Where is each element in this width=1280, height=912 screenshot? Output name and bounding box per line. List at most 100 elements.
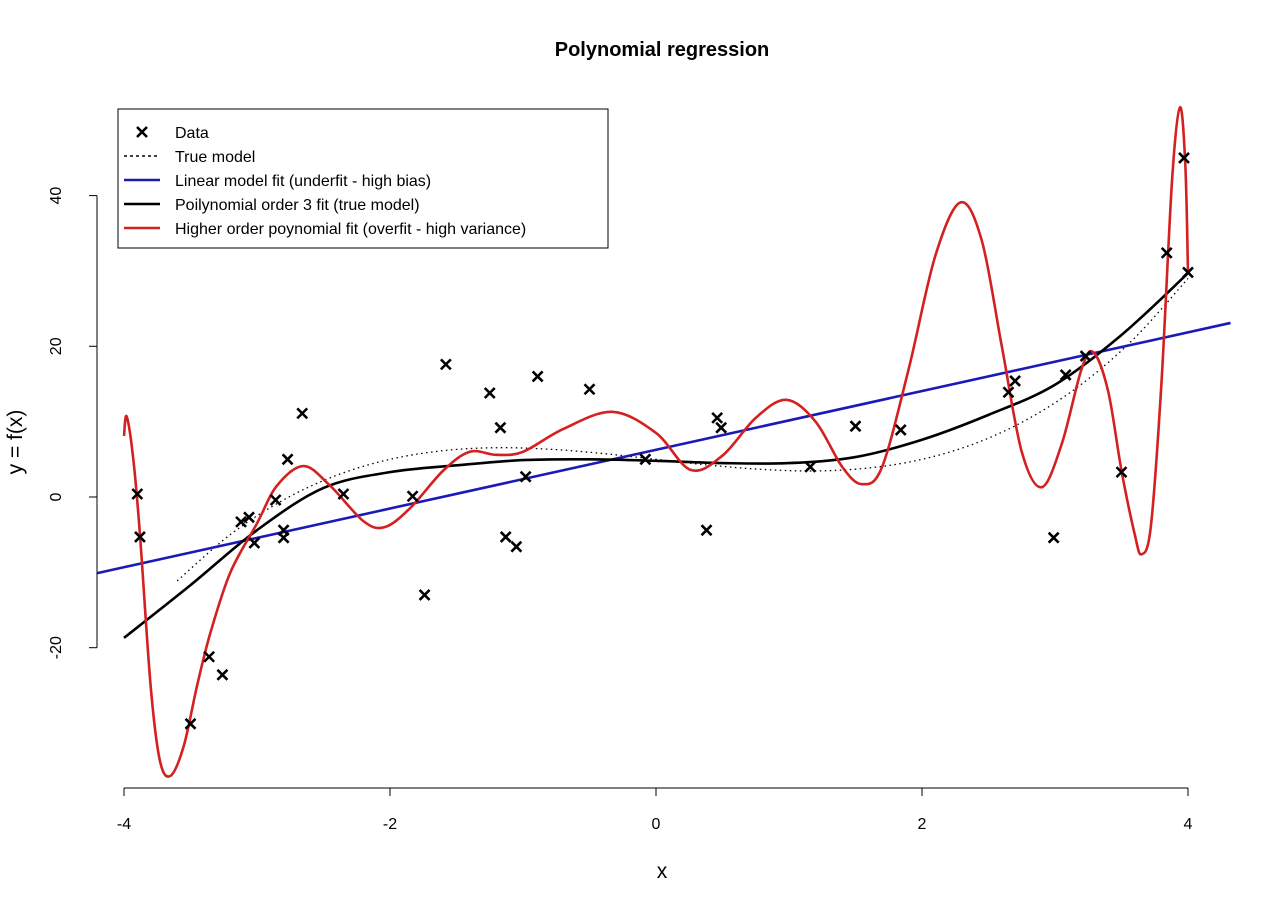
data-point (1160, 246, 1173, 259)
data-point (131, 488, 144, 500)
y-tick-label: 20 (48, 337, 65, 355)
data-point (711, 411, 724, 424)
data-point (510, 540, 523, 553)
true-model-line (176, 278, 1189, 582)
cross-marker (281, 453, 294, 466)
data-point (248, 537, 261, 549)
data-point (269, 494, 282, 506)
data-point (700, 524, 713, 537)
cross-marker (269, 494, 282, 506)
y-tick-label: -20 (48, 636, 65, 659)
data-point (337, 488, 350, 500)
cross-marker (1047, 531, 1060, 544)
cross-marker (1079, 350, 1092, 363)
cross-marker (216, 668, 229, 681)
data-point (243, 511, 255, 524)
data-point (406, 490, 419, 503)
data-point (418, 589, 431, 601)
cross-marker (131, 488, 144, 500)
cross-marker (296, 407, 309, 420)
cross-marker (1059, 369, 1072, 381)
cross-marker (700, 524, 713, 537)
x-tick-label: 2 (918, 816, 927, 833)
data-point (184, 717, 197, 730)
cross-marker (337, 488, 350, 500)
cross-marker (418, 589, 431, 601)
data-point (849, 420, 862, 433)
data-points (131, 152, 1194, 730)
data-point (277, 531, 290, 544)
cross-marker (849, 420, 862, 433)
x-tick-label: -2 (383, 816, 397, 833)
data-point (1009, 375, 1022, 387)
cross-marker (639, 453, 652, 466)
legend-item: True model (124, 149, 255, 166)
data-point (296, 407, 309, 420)
data-point (134, 531, 146, 543)
cubic-fit-line (123, 272, 1189, 639)
cross-marker (715, 421, 728, 434)
cross-marker (406, 490, 419, 503)
y-tick-label: 40 (48, 187, 65, 205)
cross-marker (235, 515, 247, 528)
cross-marker (203, 650, 216, 663)
cross-marker (583, 383, 596, 396)
legend-label: True model (175, 149, 255, 166)
data-point (499, 531, 512, 543)
data-point (494, 421, 507, 434)
cross-marker (499, 531, 512, 543)
legend-box (117, 108, 609, 249)
cross-marker (510, 540, 523, 553)
data-point (519, 470, 532, 483)
cross-marker (439, 358, 452, 371)
cross-marker (1178, 152, 1190, 164)
data-point (439, 358, 452, 371)
data-point (203, 650, 216, 663)
y-axis-label: y = f(x) (4, 410, 27, 475)
cross-marker (248, 537, 261, 549)
data-point (483, 387, 496, 399)
data-point (583, 383, 596, 396)
data-point (894, 424, 907, 436)
data-point (1059, 369, 1072, 381)
legend-cross-icon (136, 126, 148, 138)
data-point (1115, 466, 1128, 479)
cross-marker (894, 424, 907, 436)
data-point (1178, 152, 1190, 164)
cross-marker (1160, 246, 1173, 259)
legend-label: Higher order poynomial fit (overfit - hi… (175, 221, 526, 238)
cross-marker (1002, 386, 1015, 399)
legend-label: Linear model fit (underfit - high bias) (175, 173, 431, 190)
data-point (216, 668, 229, 681)
data-point (1047, 531, 1060, 544)
cross-marker (711, 411, 724, 424)
cross-marker (184, 717, 197, 730)
data-point (639, 453, 652, 466)
x-tick-label: -4 (117, 816, 131, 833)
data-point (281, 453, 294, 466)
cross-marker (494, 421, 507, 434)
x-axis-label: x (657, 860, 668, 883)
legend-item: Poilynomial order 3 fit (true model) (124, 197, 420, 214)
cross-marker (483, 387, 496, 399)
data-point (1002, 386, 1015, 399)
cross-marker (531, 370, 544, 383)
data-point (804, 460, 817, 473)
legend: Data True model Linear model fit (underfit… (117, 108, 609, 249)
cross-marker (277, 531, 290, 544)
legend-item: Linear model fit (underfit - high bias) (124, 173, 431, 190)
x-tick-label: 0 (652, 816, 661, 833)
legend-label: Poilynomial order 3 fit (true model) (175, 197, 420, 214)
cross-marker (1009, 375, 1022, 387)
cross-marker (519, 470, 532, 483)
x-tick-label: 4 (1184, 816, 1193, 833)
data-point (715, 421, 728, 434)
legend-item: Higher order poynomial fit (overfit - hi… (124, 221, 526, 238)
cross-marker (804, 460, 817, 473)
legend-item: Data (136, 125, 209, 142)
cross-marker (243, 511, 255, 524)
data-point (235, 515, 247, 528)
data-point (531, 370, 544, 383)
